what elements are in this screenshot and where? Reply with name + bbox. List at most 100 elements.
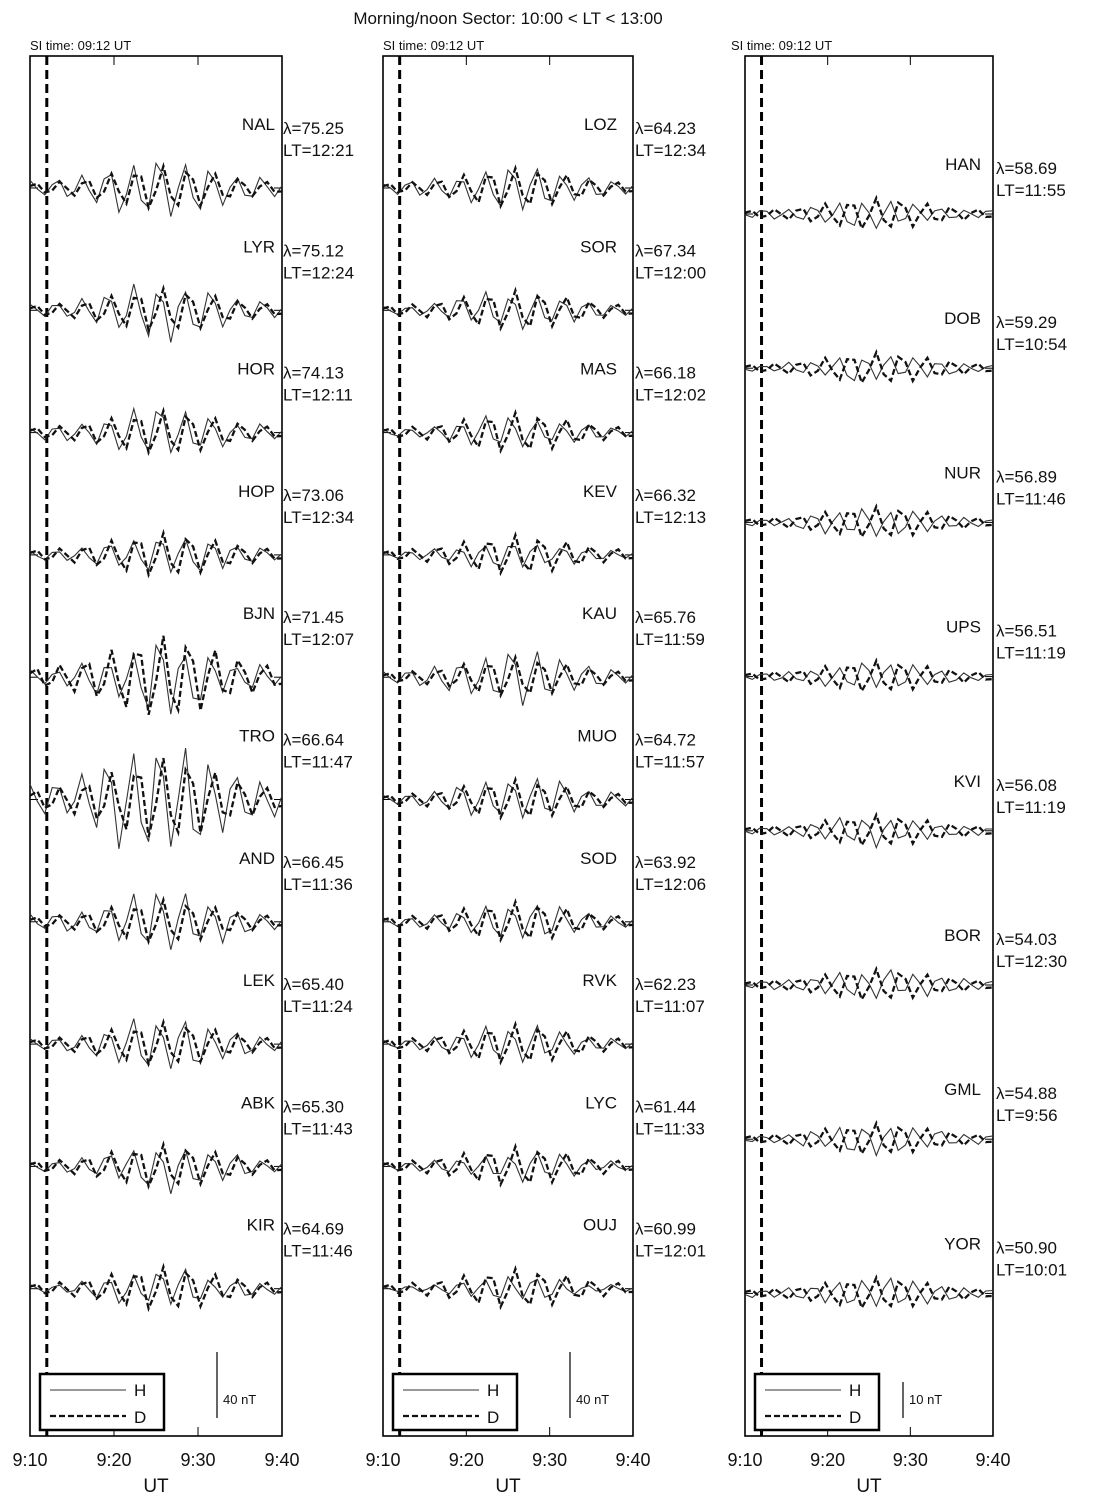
legend-h-label: H: [487, 1381, 499, 1400]
station-local-time: LT=12:24: [283, 263, 354, 282]
station-kvi: KVI λ=56.08 LT=11:19: [744, 772, 1066, 850]
station-local-time: LT=11:43: [283, 1119, 353, 1138]
trace-d: [382, 898, 634, 944]
trace-h: [382, 1151, 634, 1184]
station-ouj: OUJ λ=60.99 LT=12:01: [382, 1216, 706, 1311]
trace-d: [29, 161, 283, 212]
station-local-time: LT=12:21: [283, 141, 354, 160]
station-code: LOZ: [584, 115, 617, 134]
station-local-time: LT=12:30: [996, 952, 1067, 971]
station-local-time: LT=11:55: [996, 181, 1066, 200]
station-code: BJN: [243, 604, 275, 623]
trace-h: [29, 283, 283, 343]
plot-frame: [744, 55, 994, 1437]
legend: HD: [391, 1372, 519, 1432]
station-lyr: LYR λ=75.12 LT=12:24: [29, 237, 354, 343]
station-yor: YOR λ=50.90 LT=10:01: [744, 1234, 1067, 1311]
station-code: HOP: [238, 482, 275, 501]
station-latitude: λ=65.76: [635, 608, 696, 627]
trace-d: [29, 1262, 283, 1313]
station-nur: NUR λ=56.89 LT=11:46: [744, 463, 1066, 540]
station-local-time: LT=12:07: [283, 630, 354, 649]
station-code: AND: [239, 849, 275, 868]
station-latitude: λ=56.51: [996, 622, 1057, 641]
station-code: ABK: [241, 1093, 276, 1112]
station-code: KIR: [247, 1216, 275, 1235]
station-local-time: LT=11:46: [283, 1242, 353, 1261]
plot-frame: [29, 55, 283, 1437]
station-bor: BOR λ=54.03 LT=12:30: [744, 926, 1067, 1003]
station-code: KAU: [582, 604, 617, 623]
station-latitude: λ=65.40: [283, 975, 344, 994]
trace-h: [744, 1126, 994, 1158]
trace-h: [29, 1267, 283, 1306]
station-latitude: λ=71.45: [283, 608, 344, 627]
x-tick-label: 9:20: [449, 1450, 484, 1470]
station-rvk: RVK λ=62.23 LT=11:07: [382, 971, 705, 1066]
legend: HD: [753, 1372, 881, 1432]
trace-d: [382, 164, 634, 210]
station-latitude: λ=66.64: [283, 731, 344, 750]
trace-h: [382, 1275, 634, 1300]
station-local-time: LT=12:13: [635, 508, 706, 527]
station-latitude: λ=60.99: [635, 1220, 696, 1239]
x-axis-label: UT: [495, 1476, 521, 1497]
trace-d: [744, 1274, 994, 1311]
station-code: LYR: [243, 237, 275, 256]
x-tick-label: 9:40: [615, 1450, 650, 1470]
x-tick-label: 9:10: [365, 1450, 400, 1470]
trace-d: [29, 895, 283, 946]
trace-h: [382, 1023, 634, 1064]
trace-d: [382, 1020, 634, 1066]
station-code: SOD: [580, 849, 617, 868]
scale-bar-label: 40 nT: [576, 1392, 609, 1407]
trace-d: [744, 811, 994, 849]
trace-h: [744, 200, 994, 230]
station-latitude: λ=58.69: [996, 159, 1057, 178]
station-ups: UPS λ=56.51 LT=11:19: [744, 618, 1066, 694]
station-dob: DOB λ=59.29 LT=10:54: [744, 309, 1067, 386]
station-local-time: LT=9:56: [996, 1106, 1058, 1125]
x-tick-label: 9:30: [893, 1450, 928, 1470]
station-latitude: λ=75.12: [283, 241, 344, 260]
station-latitude: λ=61.44: [635, 1097, 696, 1116]
trace-d: [29, 1017, 283, 1068]
station-lyc: LYC λ=61.44 LT=11:33: [382, 1093, 705, 1188]
station-local-time: LT=11:46: [996, 489, 1066, 508]
station-tro: TRO λ=66.64 LT=11:47: [29, 727, 353, 849]
station-code: OUJ: [583, 1216, 617, 1235]
trace-d: [29, 757, 283, 838]
trace-d: [29, 528, 283, 579]
legend-box: [753, 1372, 881, 1432]
trace-h: [382, 776, 634, 820]
station-local-time: LT=12:34: [283, 508, 354, 527]
si-time-label: SI time: 09:12 UT: [731, 38, 832, 53]
station-local-time: LT=11:59: [635, 630, 705, 649]
trace-d: [29, 406, 283, 457]
trace-h: [382, 544, 634, 569]
station-code: NUR: [944, 463, 981, 482]
trace-d: [744, 1120, 994, 1157]
trace-h: [382, 167, 634, 212]
station-code: RVK: [582, 971, 617, 990]
station-local-time: LT=11:57: [635, 753, 705, 772]
station-latitude: λ=64.72: [635, 731, 696, 750]
station-code: NAL: [242, 115, 275, 134]
station-code: MAS: [580, 360, 617, 379]
station-code: TRO: [239, 727, 275, 746]
station-local-time: LT=12:01: [635, 1242, 706, 1261]
station-code: KVI: [954, 772, 981, 791]
trace-h: [744, 968, 994, 1000]
station-latitude: λ=66.18: [635, 364, 696, 383]
trace-d: [744, 349, 994, 386]
trace-d: [382, 653, 634, 699]
station-kir: KIR λ=64.69 LT=11:46: [29, 1216, 353, 1313]
station-sod: SOD λ=63.92 LT=12:06: [382, 849, 706, 944]
panels: SI time: 09:12 UT 9:10 9:20 9:30 9:40 UT NAL λ=…: [12, 38, 1067, 1497]
station-local-time: LT=11:47: [283, 753, 353, 772]
station-lek: LEK λ=65.40 LT=11:24: [29, 971, 353, 1069]
station-code: HAN: [945, 155, 981, 174]
trace-h: [29, 643, 283, 715]
station-latitude: λ=65.30: [283, 1097, 344, 1116]
